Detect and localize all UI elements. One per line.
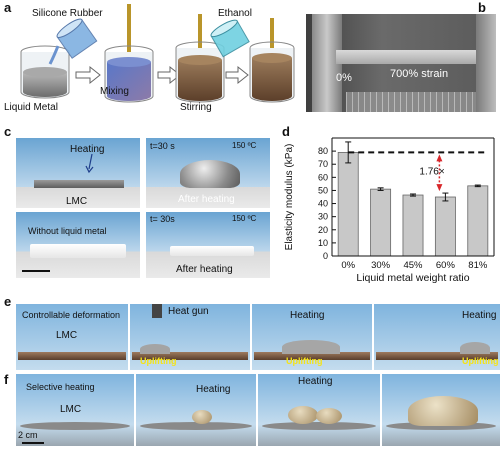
y-tick-label: 40	[318, 199, 328, 209]
panel-d-letter: d	[282, 124, 290, 139]
heating-label-e2: Heating	[462, 310, 497, 321]
x-tick-label: 81%	[468, 260, 488, 271]
y-tick-label: 0	[323, 251, 328, 261]
bar-30%	[370, 188, 392, 257]
panel-b-letter: b	[478, 0, 486, 15]
y-tick-label: 30	[318, 212, 328, 222]
heating-label-f2: Heating	[298, 376, 333, 387]
panel-e-photo-3	[252, 304, 372, 370]
panel-c-heating-photo	[16, 138, 140, 208]
temp-label-1: 150 ºC	[232, 141, 257, 150]
x-tick-label: 30%	[371, 260, 391, 271]
uplifting-label-3: Uplifting	[462, 356, 499, 366]
panel-f-photo-2	[136, 374, 256, 446]
panel-e-letter: e	[4, 294, 12, 309]
heating-label-e1: Heating	[290, 310, 325, 321]
y-tick-label: 70	[318, 159, 328, 169]
mixing-label: Mixing	[100, 86, 129, 97]
bar-60%	[434, 196, 456, 257]
y-tick-label: 80	[318, 146, 328, 156]
heating-arrow-icon	[85, 154, 94, 174]
x-tick-label: 60%	[436, 260, 456, 271]
panel-e-photo-4	[374, 304, 500, 370]
x-axis-label: Liquid metal weight ratio	[356, 272, 469, 284]
panel-f-letter: f	[4, 372, 9, 387]
elasticity-bar-chart: 0 10 20 30 40 50 60 70 80 0% 30% 45% 60% 81% Elastic…	[284, 137, 495, 284]
uplifting-label-1: Uplifting	[140, 356, 177, 366]
panel-a-letter: a	[4, 0, 12, 15]
uplifting-label-2: Uplifting	[286, 356, 323, 366]
panel-f-photo-3	[258, 374, 380, 446]
panel-a-schematic	[20, 4, 295, 103]
fold-annotation: 1.76×	[419, 167, 444, 178]
silicone-rubber-cup	[56, 18, 98, 59]
strain-label: 700% strain	[390, 68, 449, 80]
ethanol-cup	[210, 19, 250, 58]
after-heating-label-1: After heating	[178, 194, 235, 205]
controllable-deformation-label: Controllable deformation	[22, 310, 121, 320]
panel-c-after-heating-photo	[146, 138, 270, 208]
beaker-stirring	[175, 14, 225, 103]
bar-45%	[402, 194, 424, 257]
liquid-metal-label: Liquid Metal	[4, 102, 58, 113]
scale-label: 2 cm	[18, 430, 38, 440]
panel-e-photo-2	[130, 304, 250, 370]
ethanol-label: Ethanol	[218, 8, 252, 19]
panel-f-photo-4	[382, 374, 500, 446]
y-tick-label: 50	[318, 185, 328, 195]
x-tick-label: 0%	[341, 260, 355, 271]
panel-c-without-lm-photo	[16, 212, 140, 278]
beaker-liquid-metal	[20, 45, 70, 99]
y-axis-label: Elasticity modulus (kPa)	[284, 144, 295, 251]
lmc-label-f: LMC	[60, 404, 82, 415]
silicone-rubber-label: Silicone Rubber	[32, 8, 103, 19]
bar-0%	[337, 152, 359, 257]
after-heating-label-2: After heating	[176, 264, 233, 275]
selective-heating-label: Selective heating	[26, 382, 95, 392]
x-tick-label: 45%	[403, 260, 423, 271]
panel-e-photo-1	[16, 304, 128, 370]
y-tick-label: 10	[318, 238, 328, 248]
heat-gun-label: Heat gun	[168, 306, 209, 317]
heating-label: Heating	[70, 144, 105, 155]
beaker-mixing	[104, 4, 154, 103]
panel-c-after-heating-photo-2	[146, 212, 270, 278]
without-liquid-metal-label: Without liquid metal	[28, 226, 107, 236]
zero-strain-label: 0%	[336, 72, 352, 84]
temp-label-2: 150 ºC	[232, 214, 257, 223]
lmc-label-c: LMC	[66, 196, 88, 207]
bar-81%	[467, 185, 489, 257]
y-tick-label: 20	[318, 225, 328, 235]
lmc-label-e: LMC	[56, 330, 78, 341]
time-label-1: t=30 s	[150, 141, 175, 151]
stirring-label: Stirring	[180, 102, 212, 113]
panel-c-letter: c	[4, 124, 12, 139]
beaker-final	[249, 18, 295, 103]
time-label-2: t= 30s	[150, 214, 175, 224]
panel-b-photo	[306, 14, 496, 112]
heating-label-f1: Heating	[196, 384, 231, 395]
y-tick-label: 60	[318, 172, 328, 182]
panel-f-photo-1	[16, 374, 134, 446]
